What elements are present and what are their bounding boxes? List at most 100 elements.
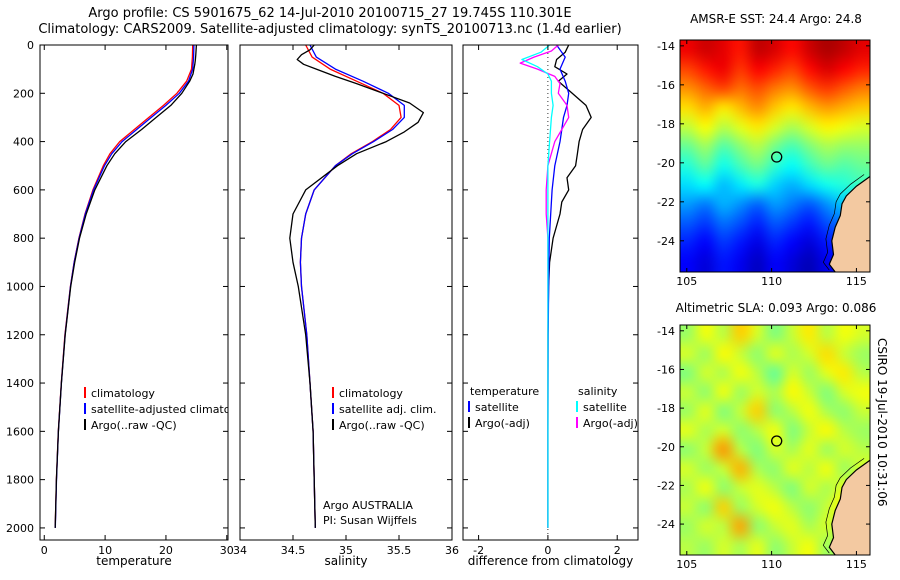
climatology-line-swatch: [332, 387, 334, 398]
annotation-line2: PI: Susan Wijffels: [323, 514, 417, 527]
float-position-marker: [771, 435, 783, 447]
difference-legend-temperature: temperature satellite Argo(-adj): [468, 384, 539, 432]
temperature-axis-label: temperature: [96, 554, 172, 568]
temperature-legend: climatology satellite-adjusted climatolo…: [84, 386, 228, 434]
legend-label: Argo(..raw -QC): [339, 419, 425, 432]
legend-item: Argo(-adj): [468, 416, 539, 432]
depth-tick-label: 400: [13, 136, 34, 149]
axes-box: [39, 44, 229, 541]
lon-tick-label: 105: [676, 275, 697, 288]
map-box: [679, 39, 871, 273]
depth-tick-label: 1400: [6, 377, 34, 390]
profile-line-climatology: [54, 44, 194, 528]
depth-tick-label: 1600: [6, 425, 34, 438]
argo-temp-diff-swatch: [468, 417, 470, 428]
satellite-sal-diff-swatch: [576, 401, 578, 412]
figure-title-line1: Argo profile: CS 5901675_62 14-Jul-2010 …: [88, 6, 572, 21]
lat-tick-label: -16: [657, 363, 675, 376]
lat-tick-label: -22: [657, 196, 675, 209]
legend-item: Argo(..raw -QC): [332, 418, 436, 434]
legend-item: satellite adj. clim.: [332, 402, 436, 418]
legend-column-header: salinity: [578, 385, 618, 398]
lon-tick-label: 105: [676, 558, 697, 571]
legend-item: Argo(..raw -QC): [84, 418, 228, 434]
lat-tick-label: -24: [657, 235, 675, 248]
lat-tick-label: -20: [657, 441, 675, 454]
legend-item: Argo(-adj): [576, 416, 638, 432]
lon-tick-label: 110: [761, 275, 782, 288]
lon-tick-label: 115: [846, 558, 867, 571]
lat-tick-label: -18: [657, 402, 675, 415]
lat-tick-label: -24: [657, 518, 675, 531]
sst-map-title: AMSR-E SST: 24.4 Argo: 24.8: [690, 12, 862, 26]
csiro-timestamp: CSIRO 19-Jul-2010 10:31:06: [875, 338, 889, 507]
argo-sal-diff-swatch: [576, 417, 578, 428]
x-tick-label: 0: [41, 544, 48, 557]
x-tick-label: 30: [220, 544, 234, 557]
profile-line-salinity-argo-adj-: [519, 44, 570, 528]
legend-item: satellite-adjusted climatology: [84, 402, 228, 418]
salinity-axis-label: salinity: [324, 554, 368, 568]
depth-tick-label: 600: [13, 184, 34, 197]
climatology-line-swatch: [84, 387, 86, 398]
difference-axis-label: difference from climatology: [467, 554, 634, 568]
profile-line-argo-raw-qc-: [289, 44, 425, 528]
depth-tick-label: 800: [13, 232, 34, 245]
annotation-line1: Argo AUSTRALIA: [323, 499, 413, 512]
lat-tick-label: -18: [657, 118, 675, 131]
coastline: [828, 176, 871, 273]
lat-tick-label: -14: [657, 325, 675, 338]
legend-label: Argo(..raw -QC): [91, 419, 177, 432]
float-position-marker: [771, 151, 783, 163]
shelf-contour: [822, 458, 865, 554]
lat-tick-label: -20: [657, 157, 675, 170]
depth-tick-label: 1000: [6, 280, 34, 293]
shelf-contour: [822, 174, 865, 271]
figure-title-line2: Climatology: CARS2009. Satellite-adjuste…: [38, 22, 622, 37]
legend-label: satellite: [475, 401, 519, 414]
legend-label: climatology: [339, 387, 403, 400]
legend-label: Argo(-adj): [475, 417, 530, 430]
depth-tick-label: 2000: [6, 522, 34, 535]
profile-line-satellite-adjusted-climatology: [54, 44, 195, 528]
x-tick-label: -2: [473, 544, 484, 557]
satellite-clim-line-swatch: [332, 403, 334, 414]
legend-label: satellite: [583, 401, 627, 414]
x-tick-label: 35: [339, 544, 353, 557]
profile-line-argo-raw-qc-: [54, 44, 198, 528]
legend-column-header: temperature: [470, 385, 540, 398]
legend-label: Argo(-adj): [583, 417, 638, 430]
lat-tick-label: -16: [657, 79, 675, 92]
legend-item: climatology: [84, 386, 228, 402]
axes-box: [462, 44, 639, 541]
legend-label: climatology: [91, 387, 155, 400]
lon-tick-label: 110: [761, 558, 782, 571]
depth-tick-label: 0: [27, 39, 34, 52]
x-tick-label: 20: [159, 544, 173, 557]
legend-label: satellite-adjusted climatology: [91, 403, 228, 416]
lat-tick-label: -14: [657, 40, 675, 53]
legend-item: satellite: [468, 400, 539, 416]
depth-tick-label: 1800: [6, 474, 34, 487]
coastline: [828, 459, 871, 556]
legend-item: satellite: [576, 400, 638, 416]
profile-line-salinity-satellite: [521, 44, 554, 528]
legend-item: climatology: [332, 386, 436, 402]
difference-legend-salinity: salinity satellite Argo(-adj): [576, 384, 638, 432]
depth-tick-label: 1200: [6, 329, 34, 342]
satellite-clim-line-swatch: [84, 403, 86, 414]
legend-label: satellite adj. clim.: [339, 403, 437, 416]
x-tick-label: 2: [614, 544, 621, 557]
x-tick-label: 34: [233, 544, 247, 557]
x-tick-label: 34.5: [281, 544, 306, 557]
profile-line-satellite-adj-clim-: [299, 44, 405, 528]
sla-map-title: Altimetric SLA: 0.093 Argo: 0.086: [675, 301, 877, 315]
depth-tick-label: 200: [13, 87, 34, 100]
argo-australia-annotation: Argo AUSTRALIA PI: Susan Wijffels: [323, 498, 417, 528]
profile-line-temperature-argo-adj-: [547, 44, 592, 528]
map-box: [679, 324, 871, 556]
land-mass: [829, 460, 870, 555]
land-mass: [829, 176, 870, 272]
